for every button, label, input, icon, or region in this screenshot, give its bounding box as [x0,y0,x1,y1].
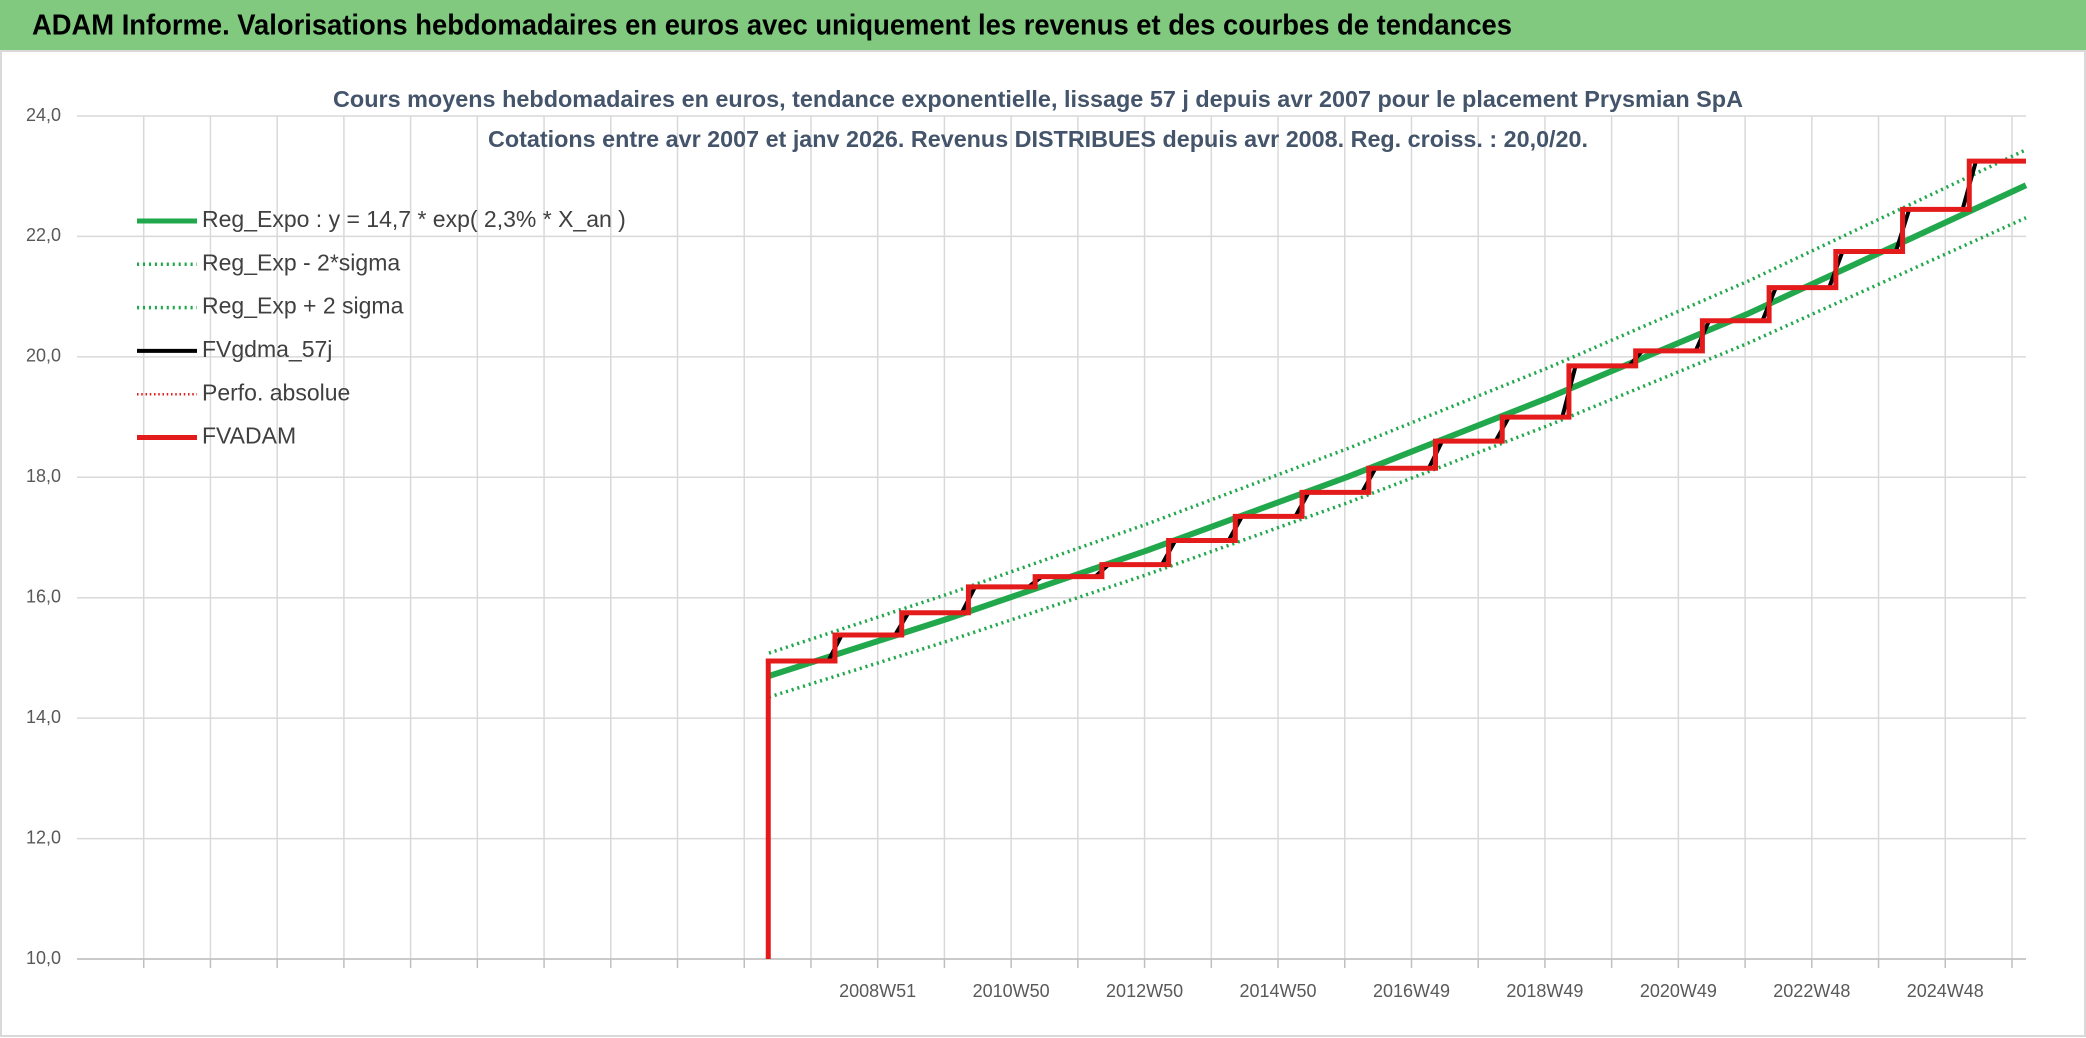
x-tick-label: 2022W48 [1773,981,1850,1001]
legend-label: FVgdma_57j [202,336,332,362]
legend-label: Perfo. absolue [202,379,350,405]
grid: 10,0 12,0 14,0 16,0 18,0 20,0 22,0 24,0 2008W51 2… [26,105,2026,1001]
x-tick-label: 2016W49 [1373,981,1450,1001]
x-tick-label: 2024W48 [1907,981,1984,1001]
series-line [768,216,2027,699]
x-tick-label: 2014W50 [1239,981,1316,1001]
plot [765,148,2028,959]
chart-border [0,50,2086,1037]
series-line [768,182,2028,679]
chart-title: Cours moyens hebdomadaires en euros, ten… [333,86,1743,112]
y-tick-label: 20,0 [26,346,61,366]
legend-label: Reg_Exp + 2 sigma [202,293,404,319]
series-line [765,158,2026,959]
y-tick-label: 10,0 [26,948,61,968]
header-title: ADAM Informe. Valorisations hebdomadaire… [32,10,1512,42]
series-line [768,148,2027,655]
x-tick-label: 2018W49 [1506,981,1583,1001]
legend-label: Reg_Exp - 2*sigma [202,249,400,275]
x-tick-label: 2020W49 [1640,981,1717,1001]
x-tick-label: 2010W50 [973,981,1050,1001]
y-tick-label: 22,0 [26,225,61,245]
y-tick-label: 24,0 [26,105,61,125]
y-tick-label: 16,0 [26,586,61,606]
y-tick-label: 18,0 [26,466,61,486]
y-tick-label: 14,0 [26,707,61,727]
y-tick-label: 12,0 [26,827,61,847]
chart-subtitle: Cotations entre avr 2007 et janv 2026. R… [488,126,1588,152]
legend-label: FVADAM [202,423,296,449]
header-bar [0,0,2086,50]
x-tick-label: 2008W51 [839,981,916,1001]
x-tick-label: 2012W50 [1106,981,1183,1001]
legend: Reg_Expo : y = 14,7 * exp( 2,3% * X_an )… [137,206,626,449]
legend-label: Reg_Expo : y = 14,7 * exp( 2,3% * X_an ) [202,206,626,232]
